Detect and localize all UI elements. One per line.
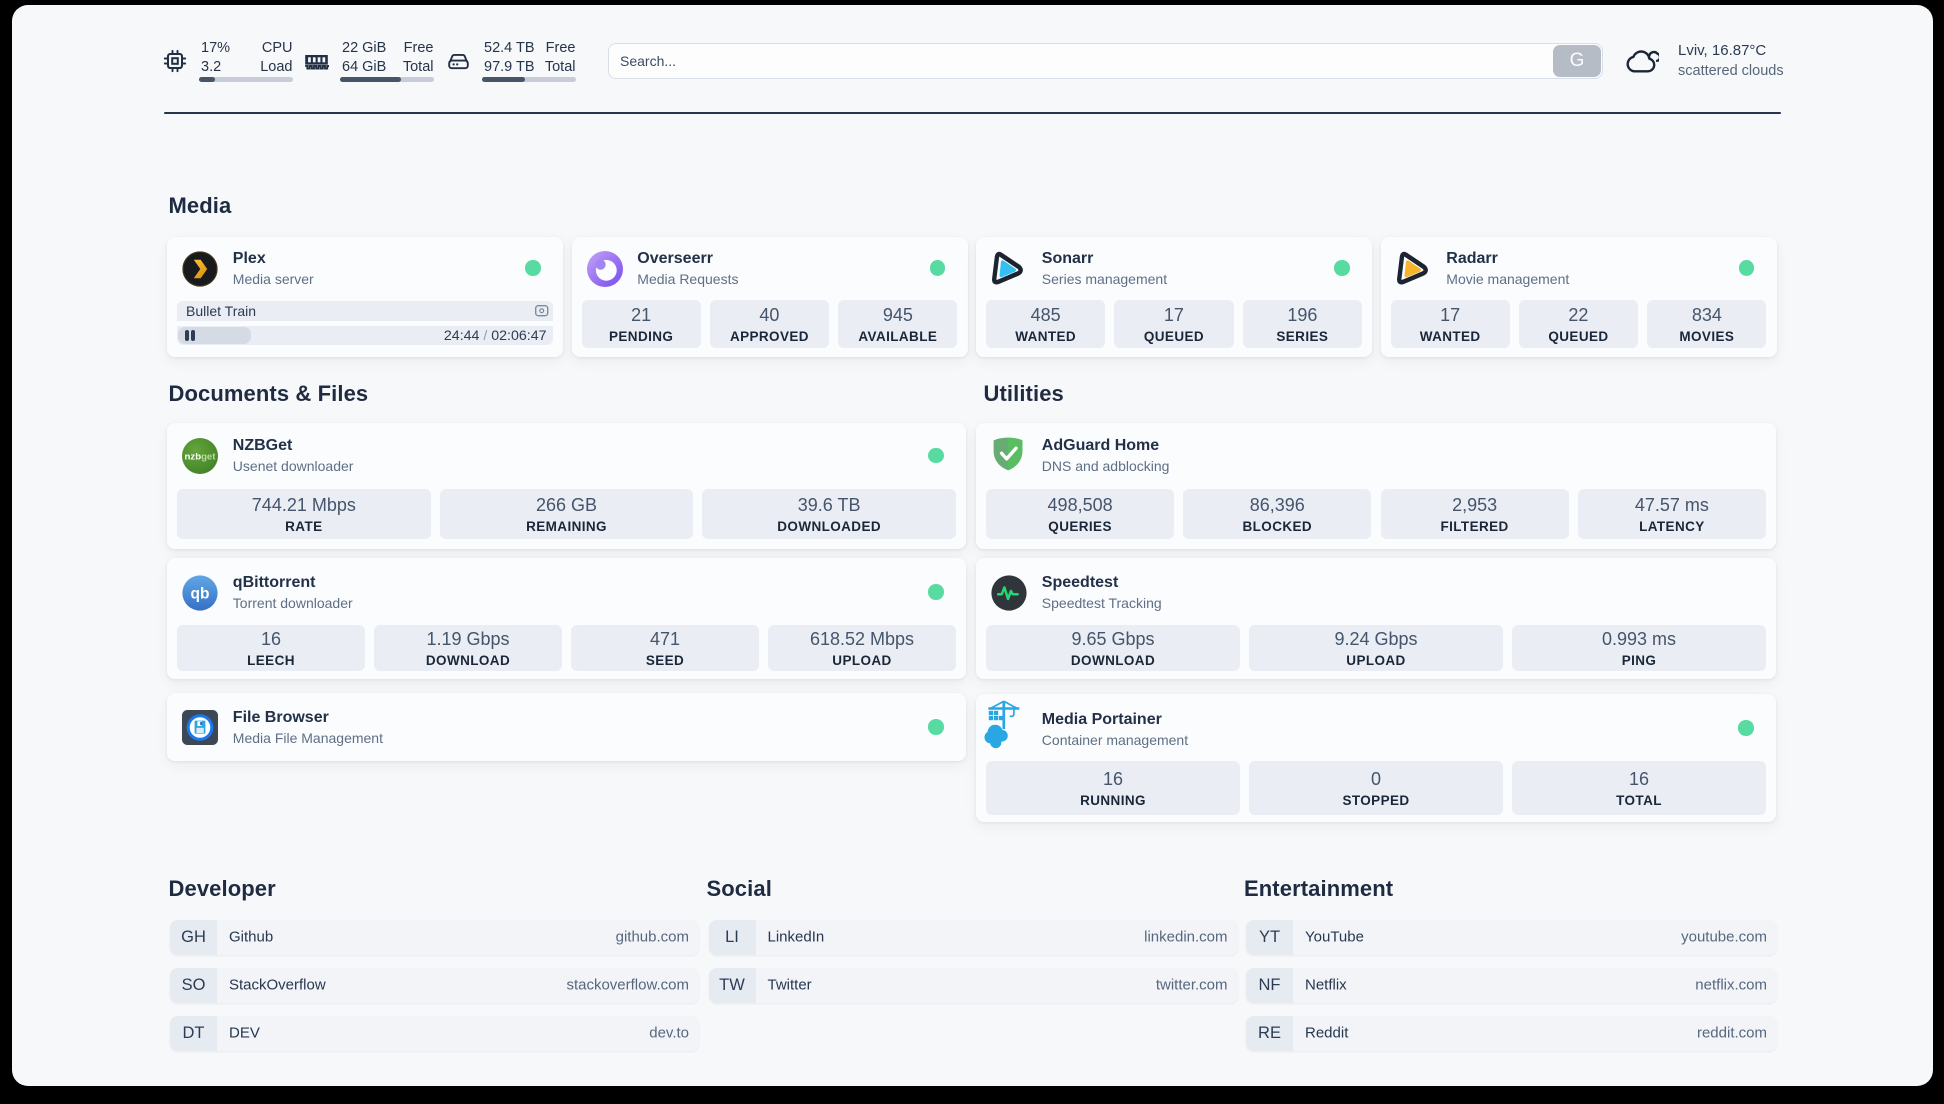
svg-text:qb: qb — [191, 586, 210, 603]
svg-text:nzbget: nzbget — [185, 451, 217, 462]
